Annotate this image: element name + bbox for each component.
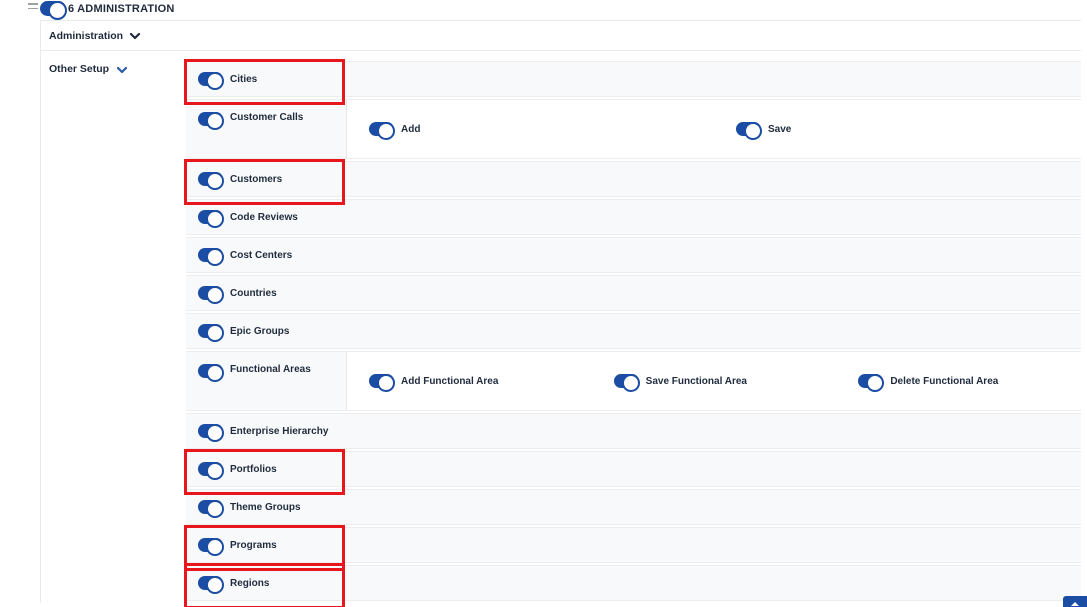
customers-label: Customers <box>230 173 283 185</box>
add-functional-area-toggle[interactable] <box>369 374 395 392</box>
scroll-top-icon <box>1071 602 1079 606</box>
module-title: 6 ADMINISTRATION <box>68 3 175 15</box>
administration-panel: Administration Other Setup Cities Custom… <box>40 20 1081 607</box>
permission-cell: Customers <box>186 162 346 196</box>
scroll-top-button[interactable] <box>1063 596 1087 607</box>
save-functional-area-toggle[interactable] <box>613 374 640 392</box>
programs-toggle[interactable] <box>198 538 224 556</box>
customer-calls-toggle[interactable] <box>198 112 224 130</box>
permission-cell: Enterprise Hierarchy <box>186 414 346 448</box>
side-column: Other Setup <box>41 51 186 603</box>
collapse-menu-icon[interactable] <box>28 3 38 9</box>
top-bar: 6 ADMINISTRATION <box>0 0 1087 20</box>
cost-centers-label: Cost Centers <box>230 249 293 261</box>
add-toggle[interactable] <box>369 122 395 140</box>
administration-section-header[interactable]: Administration <box>41 20 1081 51</box>
permission-row: Enterprise Hierarchy <box>186 413 1081 449</box>
administration-module-toggle[interactable] <box>40 1 67 20</box>
save-item: Save <box>714 122 1081 140</box>
theme-groups-toggle[interactable] <box>198 500 224 518</box>
chevron-down-icon <box>117 66 128 74</box>
permission-cell: Epic Groups <box>186 314 346 348</box>
permission-row: Cost Centers <box>186 237 1081 273</box>
add-label: Add <box>401 123 421 135</box>
customer-calls-label: Customer Calls <box>230 112 304 123</box>
permission-cell: Code Reviews <box>186 200 346 234</box>
panel-body: Other Setup Cities Customer Calls Add Sav… <box>41 51 1081 607</box>
permission-cell: Portfolios <box>186 452 346 486</box>
code-reviews-toggle[interactable] <box>198 210 224 228</box>
add-item: Add <box>347 122 714 140</box>
enterprise-hierarchy-toggle[interactable] <box>198 424 224 442</box>
save-toggle[interactable] <box>736 122 762 140</box>
permission-row: Cities <box>184 59 1081 105</box>
add-functional-area-label: Add Functional Area <box>401 375 499 387</box>
customer-calls-sub-permissions: Add Save <box>346 100 1081 158</box>
permission-row: Functional Areas Add Functional Area Save… <box>186 351 1081 411</box>
permission-row: Theme Groups <box>186 489 1081 525</box>
other-setup-section-label: Other Setup <box>49 63 110 75</box>
permission-row: Countries <box>186 275 1081 311</box>
permission-row: Code Reviews <box>186 199 1081 235</box>
functional-areas-sub-permissions: Add Functional Area Save Functional Area D… <box>346 352 1081 410</box>
functional-areas-toggle[interactable] <box>198 364 224 382</box>
epic-groups-toggle[interactable] <box>198 324 224 342</box>
permission-rows: Cities Customer Calls Add Save Customers … <box>184 51 1081 607</box>
portfolios-label: Portfolios <box>230 463 277 475</box>
permission-cell: Countries <box>186 276 346 310</box>
code-reviews-label: Code Reviews <box>230 211 298 223</box>
add-functional-area-item: Add Functional Area <box>347 374 592 392</box>
permission-cell: Cities <box>186 62 346 96</box>
permission-row: Customer Calls Add Save <box>186 99 1081 159</box>
countries-toggle[interactable] <box>198 286 224 304</box>
permission-cell: Programs <box>186 528 346 562</box>
permission-cell: Customer Calls <box>186 100 346 158</box>
permission-cell: Regions <box>186 566 346 600</box>
permission-row: Customers <box>184 159 1081 205</box>
delete-functional-area-toggle[interactable] <box>858 374 885 392</box>
chevron-down-icon <box>130 33 141 40</box>
cities-toggle[interactable] <box>198 72 224 90</box>
permission-row: Programs <box>184 525 1081 571</box>
cities-label: Cities <box>230 73 258 85</box>
delete-functional-area-item: Delete Functional Area <box>836 374 1081 392</box>
save-label: Save <box>768 123 792 135</box>
delete-functional-area-label: Delete Functional Area <box>890 375 999 387</box>
theme-groups-label: Theme Groups <box>230 501 301 513</box>
permission-row: Epic Groups <box>186 313 1081 349</box>
administration-section-label: Administration <box>49 29 124 42</box>
permission-row: Regions <box>184 563 1081 607</box>
other-setup-section-header[interactable]: Other Setup <box>41 51 186 75</box>
regions-toggle[interactable] <box>198 576 224 594</box>
regions-label: Regions <box>230 577 270 589</box>
cost-centers-toggle[interactable] <box>198 248 224 266</box>
permission-cell: Functional Areas <box>186 352 346 410</box>
customers-toggle[interactable] <box>198 172 224 190</box>
countries-label: Countries <box>230 287 277 299</box>
portfolios-toggle[interactable] <box>198 462 224 480</box>
epic-groups-label: Epic Groups <box>230 325 290 337</box>
functional-areas-label: Functional Areas <box>230 364 311 375</box>
save-functional-area-item: Save Functional Area <box>592 374 837 392</box>
enterprise-hierarchy-label: Enterprise Hierarchy <box>230 425 329 437</box>
programs-label: Programs <box>230 539 277 551</box>
permission-cell: Cost Centers <box>186 238 346 272</box>
save-functional-area-label: Save Functional Area <box>645 375 747 387</box>
permission-row: Portfolios <box>184 449 1081 495</box>
permission-cell: Theme Groups <box>186 490 346 524</box>
